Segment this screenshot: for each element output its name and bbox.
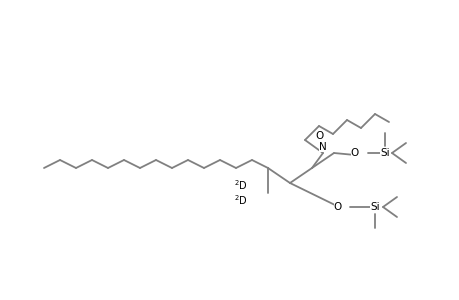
Text: O: O	[350, 148, 358, 158]
Text: $\mathregular{^2}$D: $\mathregular{^2}$D	[234, 178, 247, 192]
Text: Si: Si	[379, 148, 389, 158]
Text: O: O	[333, 202, 341, 212]
Text: $\mathregular{^2}$D: $\mathregular{^2}$D	[234, 193, 247, 207]
Text: O: O	[315, 131, 324, 141]
Text: Si: Si	[369, 202, 379, 212]
Text: N: N	[319, 142, 326, 152]
